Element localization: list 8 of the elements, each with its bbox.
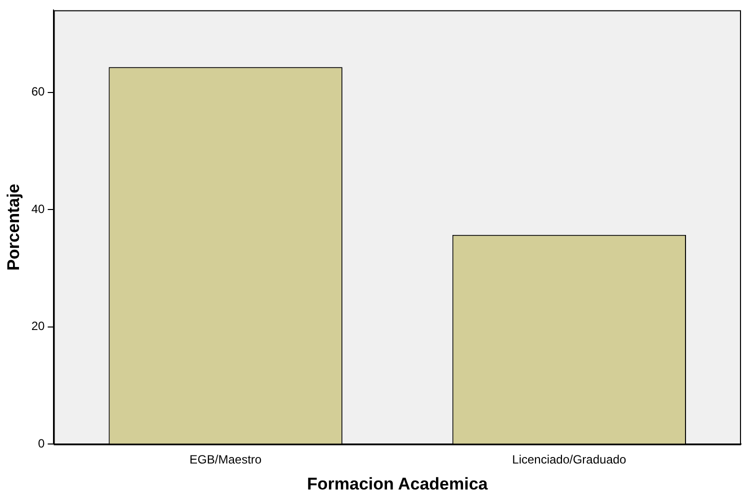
x-tick-label: Licenciado/Graduado	[512, 452, 627, 467]
y-axis-title: Porcentaje	[4, 184, 23, 271]
y-tick-label: 0	[38, 436, 46, 451]
x-tick-label: EGB/Maestro	[190, 452, 262, 467]
y-tick-label: 20	[31, 319, 46, 334]
x-axis-title: Formacion Academica	[306, 474, 488, 494]
y-tick-label: 60	[31, 84, 46, 99]
y-tick-label: 40	[31, 202, 46, 216]
